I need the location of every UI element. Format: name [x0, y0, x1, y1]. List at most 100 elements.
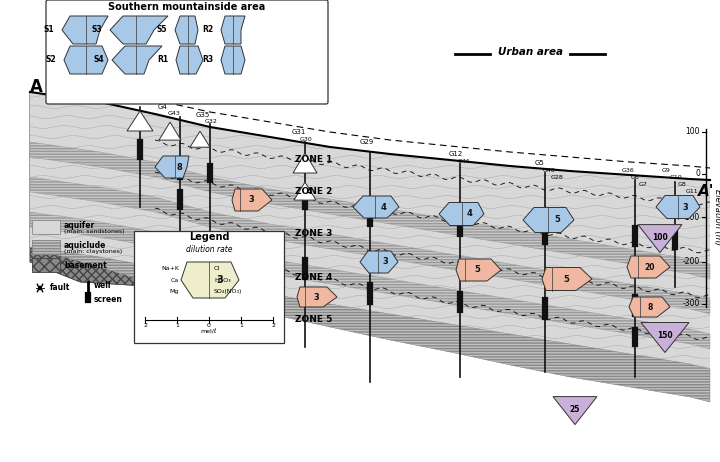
Text: ZONE 2: ZONE 2 — [295, 188, 333, 196]
Text: ZONE 3: ZONE 3 — [295, 230, 333, 238]
Text: G8: G8 — [678, 182, 687, 187]
Text: A': A' — [698, 184, 714, 200]
Text: 150: 150 — [657, 332, 672, 340]
Bar — [32, 220, 60, 234]
Polygon shape — [294, 182, 316, 200]
Text: screen: screen — [94, 294, 123, 304]
Text: Cl: Cl — [214, 266, 220, 270]
Polygon shape — [221, 16, 245, 44]
Text: 5: 5 — [554, 215, 560, 225]
Text: aquiclude: aquiclude — [64, 241, 107, 249]
Text: (main: sandstones): (main: sandstones) — [64, 230, 125, 235]
Text: S2: S2 — [45, 55, 56, 65]
Polygon shape — [127, 111, 153, 131]
Polygon shape — [30, 212, 710, 349]
Polygon shape — [638, 225, 682, 253]
Polygon shape — [297, 287, 337, 307]
Text: 3: 3 — [382, 257, 388, 267]
Polygon shape — [30, 247, 710, 402]
Bar — [32, 240, 60, 254]
Polygon shape — [629, 297, 670, 317]
Text: S5: S5 — [156, 25, 167, 35]
Text: R3: R3 — [202, 55, 213, 65]
Text: 3: 3 — [313, 292, 319, 302]
Text: 3: 3 — [248, 195, 254, 205]
Text: 0: 0 — [207, 323, 211, 328]
Polygon shape — [30, 92, 220, 287]
Polygon shape — [30, 92, 710, 402]
Text: ZONE 1: ZONE 1 — [295, 154, 333, 164]
Polygon shape — [353, 196, 399, 218]
Polygon shape — [110, 16, 168, 44]
Polygon shape — [62, 16, 108, 44]
Text: G28: G28 — [551, 175, 564, 180]
Text: 4: 4 — [380, 202, 387, 212]
Text: Ca: Ca — [171, 278, 179, 282]
Text: G32: G32 — [205, 119, 218, 124]
Polygon shape — [159, 122, 181, 140]
Text: 5: 5 — [563, 274, 569, 284]
Bar — [32, 240, 60, 254]
Text: Urban area: Urban area — [498, 47, 562, 57]
Text: 4: 4 — [307, 187, 312, 195]
Polygon shape — [523, 207, 574, 232]
Text: G31: G31 — [292, 129, 307, 135]
Text: Legend: Legend — [189, 232, 229, 242]
Polygon shape — [181, 262, 239, 298]
Text: Southern mountainside area: Southern mountainside area — [109, 2, 266, 12]
Text: S4: S4 — [94, 55, 104, 65]
FancyBboxPatch shape — [46, 0, 328, 104]
Bar — [32, 258, 60, 272]
Text: aquifer: aquifer — [64, 220, 95, 230]
Text: 100: 100 — [652, 233, 668, 242]
Text: 8: 8 — [648, 303, 653, 311]
Text: 0: 0 — [695, 170, 700, 178]
Text: (main: claystones): (main: claystones) — [64, 249, 122, 255]
Polygon shape — [175, 16, 198, 44]
Text: well: well — [94, 281, 112, 291]
Polygon shape — [176, 46, 203, 74]
Text: fault: fault — [50, 284, 71, 292]
Text: G12: G12 — [449, 151, 463, 157]
Text: G10: G10 — [670, 175, 683, 180]
Text: G4: G4 — [158, 104, 168, 110]
Text: S1: S1 — [43, 25, 54, 35]
Text: 1: 1 — [175, 323, 179, 328]
Text: G30: G30 — [300, 137, 312, 142]
Text: 25: 25 — [570, 405, 580, 413]
Text: ZONE 5: ZONE 5 — [295, 316, 333, 324]
Polygon shape — [30, 177, 710, 314]
Text: dilution rate: dilution rate — [186, 245, 233, 254]
Text: G35: G35 — [196, 112, 210, 118]
Text: Mg: Mg — [170, 290, 179, 294]
Text: A: A — [30, 78, 43, 96]
Text: 2: 2 — [143, 323, 147, 328]
Text: 2: 2 — [271, 323, 275, 328]
Text: R2: R2 — [202, 25, 213, 35]
Text: G29: G29 — [360, 139, 374, 145]
Polygon shape — [221, 46, 245, 74]
Text: -200: -200 — [683, 257, 700, 267]
Text: G9: G9 — [662, 168, 671, 173]
Polygon shape — [360, 251, 398, 273]
Text: G46: G46 — [458, 159, 471, 164]
Polygon shape — [456, 259, 501, 281]
Text: G36: G36 — [622, 168, 635, 173]
Text: 4: 4 — [467, 209, 472, 219]
Text: HCO₃: HCO₃ — [214, 278, 230, 282]
Text: SO₄(NO₃): SO₄(NO₃) — [214, 290, 243, 294]
Text: G5: G5 — [535, 160, 545, 166]
Polygon shape — [656, 195, 700, 219]
Polygon shape — [542, 267, 592, 291]
Text: -100: -100 — [683, 213, 700, 221]
Text: 20: 20 — [644, 262, 654, 272]
Text: Na+K: Na+K — [161, 266, 179, 270]
FancyBboxPatch shape — [134, 231, 284, 343]
Text: 100: 100 — [685, 128, 700, 136]
Text: basement: basement — [64, 261, 107, 269]
Text: 8: 8 — [176, 163, 182, 171]
Text: G7: G7 — [639, 182, 648, 187]
Text: G43: G43 — [168, 111, 181, 116]
Polygon shape — [155, 156, 189, 178]
Polygon shape — [293, 153, 317, 173]
